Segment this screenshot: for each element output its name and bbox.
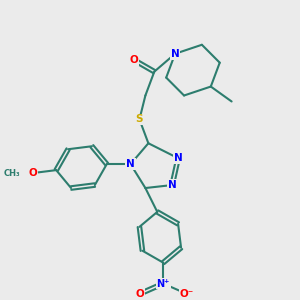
Text: O: O: [129, 55, 138, 65]
Text: CH₃: CH₃: [4, 169, 20, 178]
Text: O: O: [28, 168, 37, 178]
Text: N⁺: N⁺: [157, 278, 170, 289]
Text: S: S: [136, 114, 143, 124]
Text: O⁻: O⁻: [180, 289, 194, 299]
Text: O: O: [135, 289, 144, 299]
Text: N: N: [126, 159, 135, 169]
Text: N: N: [168, 180, 176, 190]
Text: N: N: [174, 153, 182, 163]
Text: N: N: [171, 49, 179, 59]
